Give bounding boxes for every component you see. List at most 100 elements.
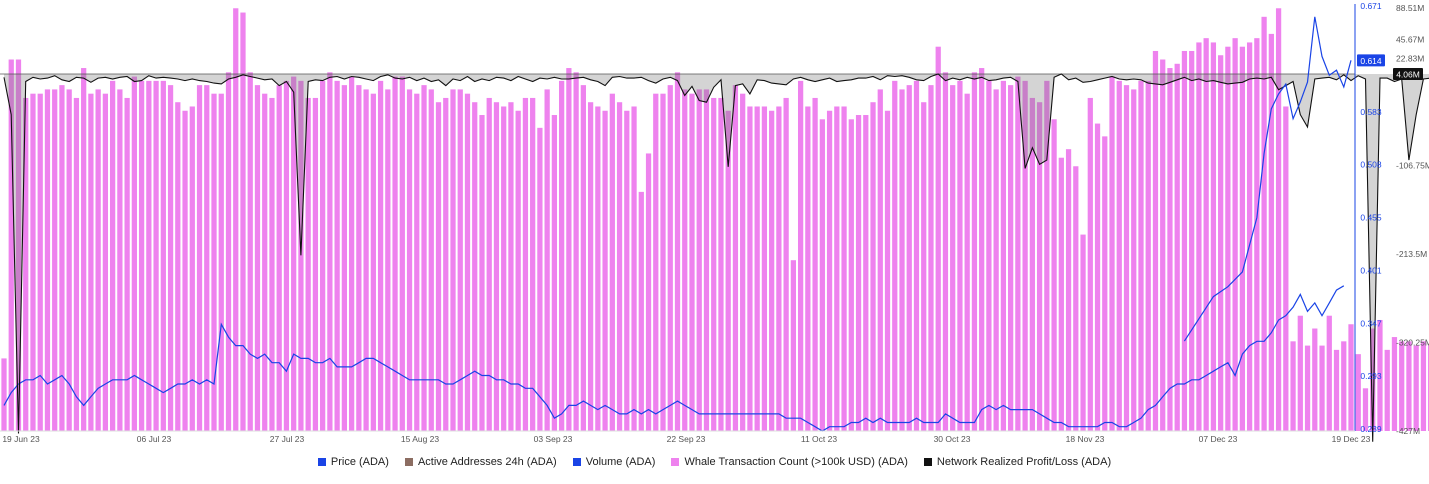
whale-bar: [298, 80, 304, 432]
whale-bar: [1312, 328, 1318, 431]
whale-bar: [522, 97, 529, 431]
whale-bar: [1297, 315, 1303, 431]
legend-item-active-addresses[interactable]: Active Addresses 24h (ADA): [404, 456, 557, 468]
legend-swatch: [572, 458, 581, 466]
x-tick-label: 11 Oct 23: [801, 434, 837, 444]
whale-bar: [81, 68, 87, 432]
legend-label: Whale Transaction Count (>100k USD) (ADA…: [684, 456, 908, 468]
whale-bar: [616, 102, 623, 432]
whale-bar: [377, 80, 384, 432]
whale-bar: [233, 8, 239, 432]
whale-bar: [645, 153, 652, 431]
legend-item-price[interactable]: Price (ADA): [317, 456, 389, 468]
whale-bar: [124, 97, 130, 431]
whale-bar: [457, 89, 463, 432]
whale-bar: [1203, 38, 1209, 431]
whale-bar: [624, 110, 630, 431]
whale-bar: [725, 110, 731, 431]
whale-bar: [1073, 166, 1079, 431]
whale-bar: [1080, 234, 1086, 431]
whale-bar: [1399, 341, 1405, 431]
whale-bar: [1116, 80, 1122, 432]
whale-bar: [935, 46, 941, 431]
x-tick-label: 06 Jul 23: [137, 434, 172, 444]
whale-bar: [551, 115, 558, 432]
axes: 0.671 0.614 0.583 0.508 0.455 0.401 0.347 0.293…: [0, 1, 1429, 444]
whale-bar: [855, 115, 862, 432]
whale-bar: [1377, 319, 1383, 431]
whale-bar: [73, 97, 80, 431]
x-tick-label: 19 Jun 23: [2, 434, 40, 444]
price-tick-label: 0.347: [1360, 318, 1382, 328]
whale-bar: [602, 110, 608, 431]
legend-item-whale-transactions[interactable]: Whale Transaction Count (>100k USD) (ADA…: [671, 456, 908, 468]
whale-bar: [863, 115, 869, 432]
whale-bar: [30, 93, 36, 432]
whale-bar: [1058, 157, 1064, 431]
whale-bar: [573, 72, 579, 431]
whale-bar: [493, 102, 500, 432]
whale-bar: [696, 89, 702, 432]
legend-item-profit-loss[interactable]: Network Realized Profit/Loss (ADA): [923, 456, 1112, 468]
legend-swatch: [404, 458, 413, 466]
whale-bar: [1131, 89, 1137, 432]
legend-label: Network Realized Profit/Loss (ADA): [936, 456, 1112, 468]
whale-bar: [566, 68, 572, 432]
price-tick-label: 0.455: [1360, 213, 1382, 223]
whale-bar: [848, 119, 854, 431]
whale-bar: [1348, 324, 1354, 431]
profit-loss-tick-label: -213.5M: [1396, 249, 1427, 259]
whale-bar: [1036, 102, 1043, 432]
whale-bar: [1022, 80, 1028, 432]
whale-bar: [175, 102, 181, 432]
legend-label: Active Addresses 24h (ADA): [417, 456, 557, 468]
whale-bar: [443, 97, 449, 431]
whale-bar: [776, 106, 782, 431]
whale-bar: [1065, 149, 1072, 431]
whale-bar: [414, 93, 420, 432]
whale-bar: [609, 93, 615, 432]
whale-bar: [1210, 42, 1217, 432]
whale-bar: [660, 93, 666, 432]
whale-bar: [102, 93, 109, 432]
whale-bar: [385, 89, 391, 432]
whale-bar: [515, 110, 521, 431]
whale-bar: [52, 89, 58, 432]
whale-bar: [283, 80, 290, 432]
whale-bar: [334, 80, 340, 432]
whale-bar: [247, 72, 253, 431]
profit-loss-line: [3, 73, 1429, 442]
whale-bar: [682, 89, 688, 432]
whale-bar: [703, 89, 710, 432]
whale-bar: [1094, 123, 1101, 431]
whale-bar: [320, 80, 326, 432]
whale-bar: [1181, 50, 1188, 431]
whale-bar: [1355, 354, 1361, 431]
x-tick-label: 27 Jul 23: [270, 434, 305, 444]
x-tick-label: 18 Nov 23: [1066, 434, 1105, 444]
whale-bar: [1413, 345, 1419, 431]
whale-bar: [957, 80, 963, 432]
whale-bar: [196, 85, 203, 431]
whale-bar: [580, 85, 586, 431]
whale-bar: [1326, 315, 1332, 431]
whale-bar: [638, 191, 644, 431]
whale-bar: [399, 76, 405, 431]
whale-bar: [740, 93, 746, 432]
whale-bar: [783, 97, 789, 431]
whale-bar: [877, 89, 883, 432]
whale-bar: [363, 89, 369, 432]
profit-loss-tick-label: 88.51M: [1396, 3, 1424, 13]
whale-bar: [884, 110, 891, 431]
whale-bar: [428, 89, 434, 432]
legend-item-volume[interactable]: Volume (ADA): [572, 456, 655, 468]
x-tick-label: 03 Sep 23: [534, 434, 573, 444]
whale-bar: [160, 80, 166, 432]
whale-bar: [1102, 136, 1108, 431]
whale-bar: [189, 106, 195, 431]
whale-bar: [167, 85, 174, 431]
price-line: [1183, 16, 1352, 342]
whale-bar: [225, 72, 232, 431]
whale-bar: [805, 106, 811, 431]
profit-loss-tick-label: -320.25M: [1396, 338, 1429, 348]
